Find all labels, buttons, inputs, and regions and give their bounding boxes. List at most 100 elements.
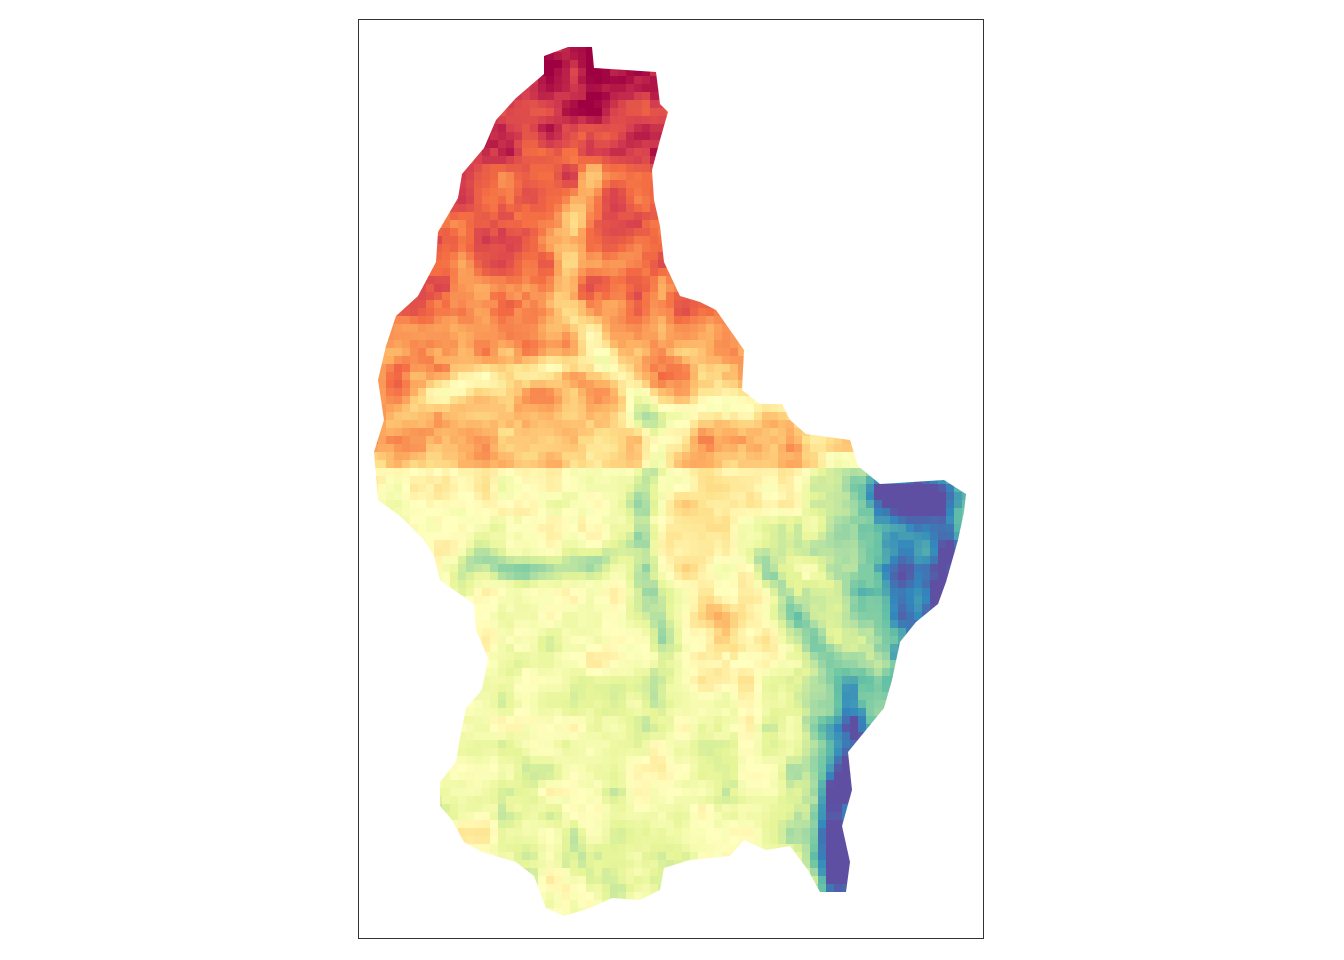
raster-cell bbox=[458, 164, 467, 173]
raster-cell bbox=[418, 236, 427, 245]
raster-cell bbox=[634, 476, 643, 485]
raster-cell bbox=[570, 268, 579, 277]
raster-cell bbox=[714, 76, 723, 85]
raster-cell bbox=[434, 484, 443, 493]
raster-cell bbox=[538, 268, 547, 277]
raster-cell bbox=[834, 196, 843, 205]
raster-cell bbox=[602, 132, 611, 141]
raster-cell bbox=[722, 60, 731, 69]
raster-cell bbox=[514, 372, 523, 381]
raster-cell bbox=[738, 228, 747, 237]
raster-cell bbox=[522, 47, 531, 53]
raster-cell bbox=[650, 540, 659, 549]
raster-cell bbox=[858, 340, 867, 349]
raster-cell bbox=[690, 492, 699, 501]
raster-cell bbox=[562, 460, 571, 469]
raster-cell bbox=[522, 332, 531, 341]
raster-cell bbox=[962, 412, 966, 421]
raster-cell bbox=[506, 564, 515, 573]
raster-cell bbox=[826, 268, 835, 277]
raster-cell bbox=[754, 348, 763, 357]
raster-cell bbox=[962, 116, 966, 125]
raster-cell bbox=[602, 148, 611, 157]
raster-cell bbox=[754, 428, 763, 437]
raster-cell bbox=[706, 460, 715, 469]
raster-cell bbox=[610, 60, 619, 69]
raster-cell bbox=[714, 484, 723, 493]
raster-cell bbox=[554, 292, 563, 301]
raster-cell bbox=[666, 212, 675, 221]
raster-cell bbox=[562, 220, 571, 229]
raster-cell bbox=[914, 516, 923, 525]
raster-cell bbox=[458, 388, 467, 397]
raster-cell bbox=[962, 52, 966, 61]
raster-cell bbox=[554, 252, 563, 261]
raster-cell bbox=[674, 276, 683, 285]
raster-cell bbox=[698, 380, 707, 389]
raster-cell bbox=[930, 204, 939, 213]
raster-cell bbox=[578, 420, 587, 429]
raster-cell bbox=[930, 124, 939, 133]
raster-cell bbox=[386, 260, 395, 269]
raster-cell bbox=[498, 508, 507, 517]
raster-cell bbox=[418, 524, 427, 533]
raster-cell bbox=[794, 76, 803, 85]
raster-cell bbox=[378, 452, 387, 461]
raster-cell bbox=[762, 124, 771, 133]
raster-cell bbox=[602, 124, 611, 133]
raster-cell bbox=[434, 140, 443, 149]
raster-cell bbox=[922, 276, 931, 285]
raster-cell bbox=[746, 116, 755, 125]
raster-cell bbox=[610, 140, 619, 149]
raster-cell bbox=[930, 356, 939, 365]
raster-cell bbox=[674, 420, 683, 429]
raster-cell bbox=[722, 156, 731, 165]
raster-cell bbox=[418, 556, 427, 565]
raster-cell bbox=[374, 348, 379, 357]
raster-cell bbox=[850, 364, 859, 373]
raster-cell bbox=[410, 260, 419, 269]
raster-cell bbox=[442, 92, 451, 101]
raster-cell bbox=[850, 140, 859, 149]
raster-cell bbox=[858, 508, 867, 517]
raster-cell bbox=[794, 532, 803, 541]
raster-cell bbox=[578, 68, 587, 77]
raster-cell bbox=[642, 324, 651, 333]
raster-cell bbox=[834, 500, 843, 509]
raster-cell bbox=[410, 100, 419, 109]
raster-cell bbox=[466, 156, 475, 165]
raster-cell bbox=[642, 412, 651, 421]
raster-cell bbox=[594, 244, 603, 253]
raster-cell bbox=[546, 476, 555, 485]
raster-cell bbox=[458, 516, 467, 525]
raster-cell bbox=[762, 340, 771, 349]
raster-cell bbox=[386, 236, 395, 245]
raster-cell bbox=[554, 68, 563, 77]
raster-cell bbox=[450, 252, 459, 261]
raster-cell bbox=[578, 204, 587, 213]
raster-cell bbox=[378, 564, 387, 573]
raster-cell bbox=[634, 524, 643, 533]
raster-cell bbox=[850, 276, 859, 285]
raster-cell bbox=[666, 508, 675, 517]
raster-cell bbox=[586, 428, 595, 437]
raster-cell bbox=[594, 572, 603, 581]
raster-cell bbox=[610, 492, 619, 501]
raster-cell bbox=[738, 132, 747, 141]
raster-cell bbox=[866, 188, 875, 197]
raster-cell bbox=[562, 180, 571, 189]
raster-cell bbox=[802, 444, 811, 453]
raster-cell bbox=[954, 148, 963, 157]
raster-cell bbox=[722, 332, 731, 341]
raster-cell bbox=[554, 388, 563, 397]
raster-cell bbox=[402, 484, 411, 493]
raster-cell bbox=[882, 364, 891, 373]
raster-cell bbox=[802, 308, 811, 317]
raster-cell bbox=[650, 508, 659, 517]
raster-cell bbox=[378, 404, 387, 413]
raster-cell bbox=[626, 452, 635, 461]
raster-cell bbox=[818, 316, 827, 325]
raster-cell bbox=[722, 516, 731, 525]
raster-cell bbox=[882, 180, 891, 189]
raster-cell bbox=[602, 484, 611, 493]
